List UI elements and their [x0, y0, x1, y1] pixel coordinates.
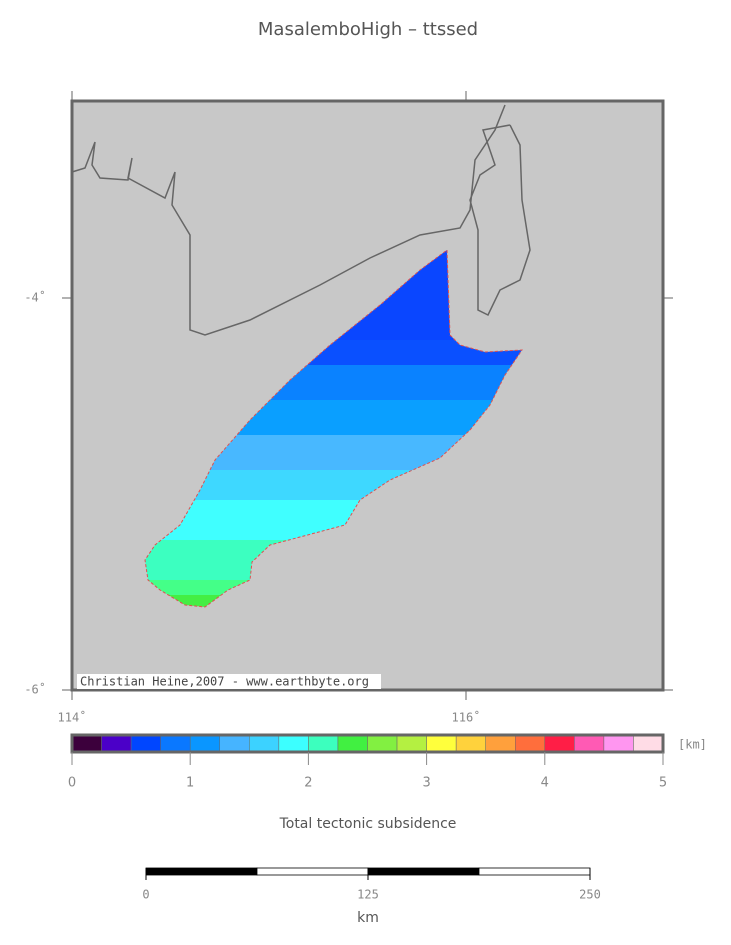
colorbar-cell [337, 734, 368, 753]
colorbar-cell [574, 734, 605, 753]
lon-label: 114˚ [58, 710, 87, 725]
colorbar-tick-label: 4 [541, 776, 549, 791]
colorbar-cell [455, 734, 486, 753]
scalebar-segment [145, 867, 258, 876]
scalebar-tick-label: 0 [142, 888, 149, 902]
scalebar-segment [367, 867, 480, 876]
colorbar-tick-label: 5 [659, 776, 667, 791]
colorbar-cell [189, 734, 220, 753]
colorbar [71, 734, 664, 753]
colorbar-cell [603, 734, 634, 753]
colorbar-cell [71, 734, 102, 753]
colorbar-cell [544, 734, 575, 753]
colorbar-cell [515, 734, 546, 753]
colorbar-tick-label: 3 [422, 776, 430, 791]
colorbar-cell [396, 734, 427, 753]
colorbar-cell [367, 734, 398, 753]
map-frame [70, 99, 665, 692]
title: MasalemboHigh – ttssed [258, 19, 478, 40]
colorbar-cell [130, 734, 161, 753]
coastline [71, 104, 506, 336]
lon-label: 116˚ [452, 710, 481, 725]
colorbar-cell [160, 734, 191, 753]
scalebar-tick-label: 125 [357, 888, 379, 902]
colorbar-tick-label: 1 [186, 776, 194, 791]
colorbar-cell [485, 734, 516, 753]
colorbar-cell [219, 734, 250, 753]
coastline [469, 124, 531, 317]
colorbar-frame [70, 733, 665, 754]
scalebar-segment [478, 867, 591, 876]
lat-label: -6˚ [24, 682, 46, 697]
scalebar-segment [256, 867, 369, 876]
lat-label: -4˚ [24, 290, 46, 305]
colorbar-cell [308, 734, 339, 753]
credit-box [77, 674, 381, 689]
colorbar-cell [101, 734, 132, 753]
colorbar-cell [278, 734, 309, 753]
colorbar-cell [633, 734, 664, 753]
scalebar-unit: km [357, 910, 379, 926]
colorbar-unit: [km] [678, 738, 707, 752]
colorbar-tick-label: 2 [304, 776, 312, 791]
basin-outline [144, 249, 523, 608]
credit: Christian Heine,2007 - www.earthbyte.org [80, 675, 369, 689]
scalebar-tick-label: 250 [579, 888, 601, 902]
colorbar-cell [426, 734, 457, 753]
colorbar-tick-label: 0 [68, 776, 76, 791]
colorbar-cell [249, 734, 280, 753]
colorbar-label: Total tectonic subsidence [279, 816, 457, 832]
